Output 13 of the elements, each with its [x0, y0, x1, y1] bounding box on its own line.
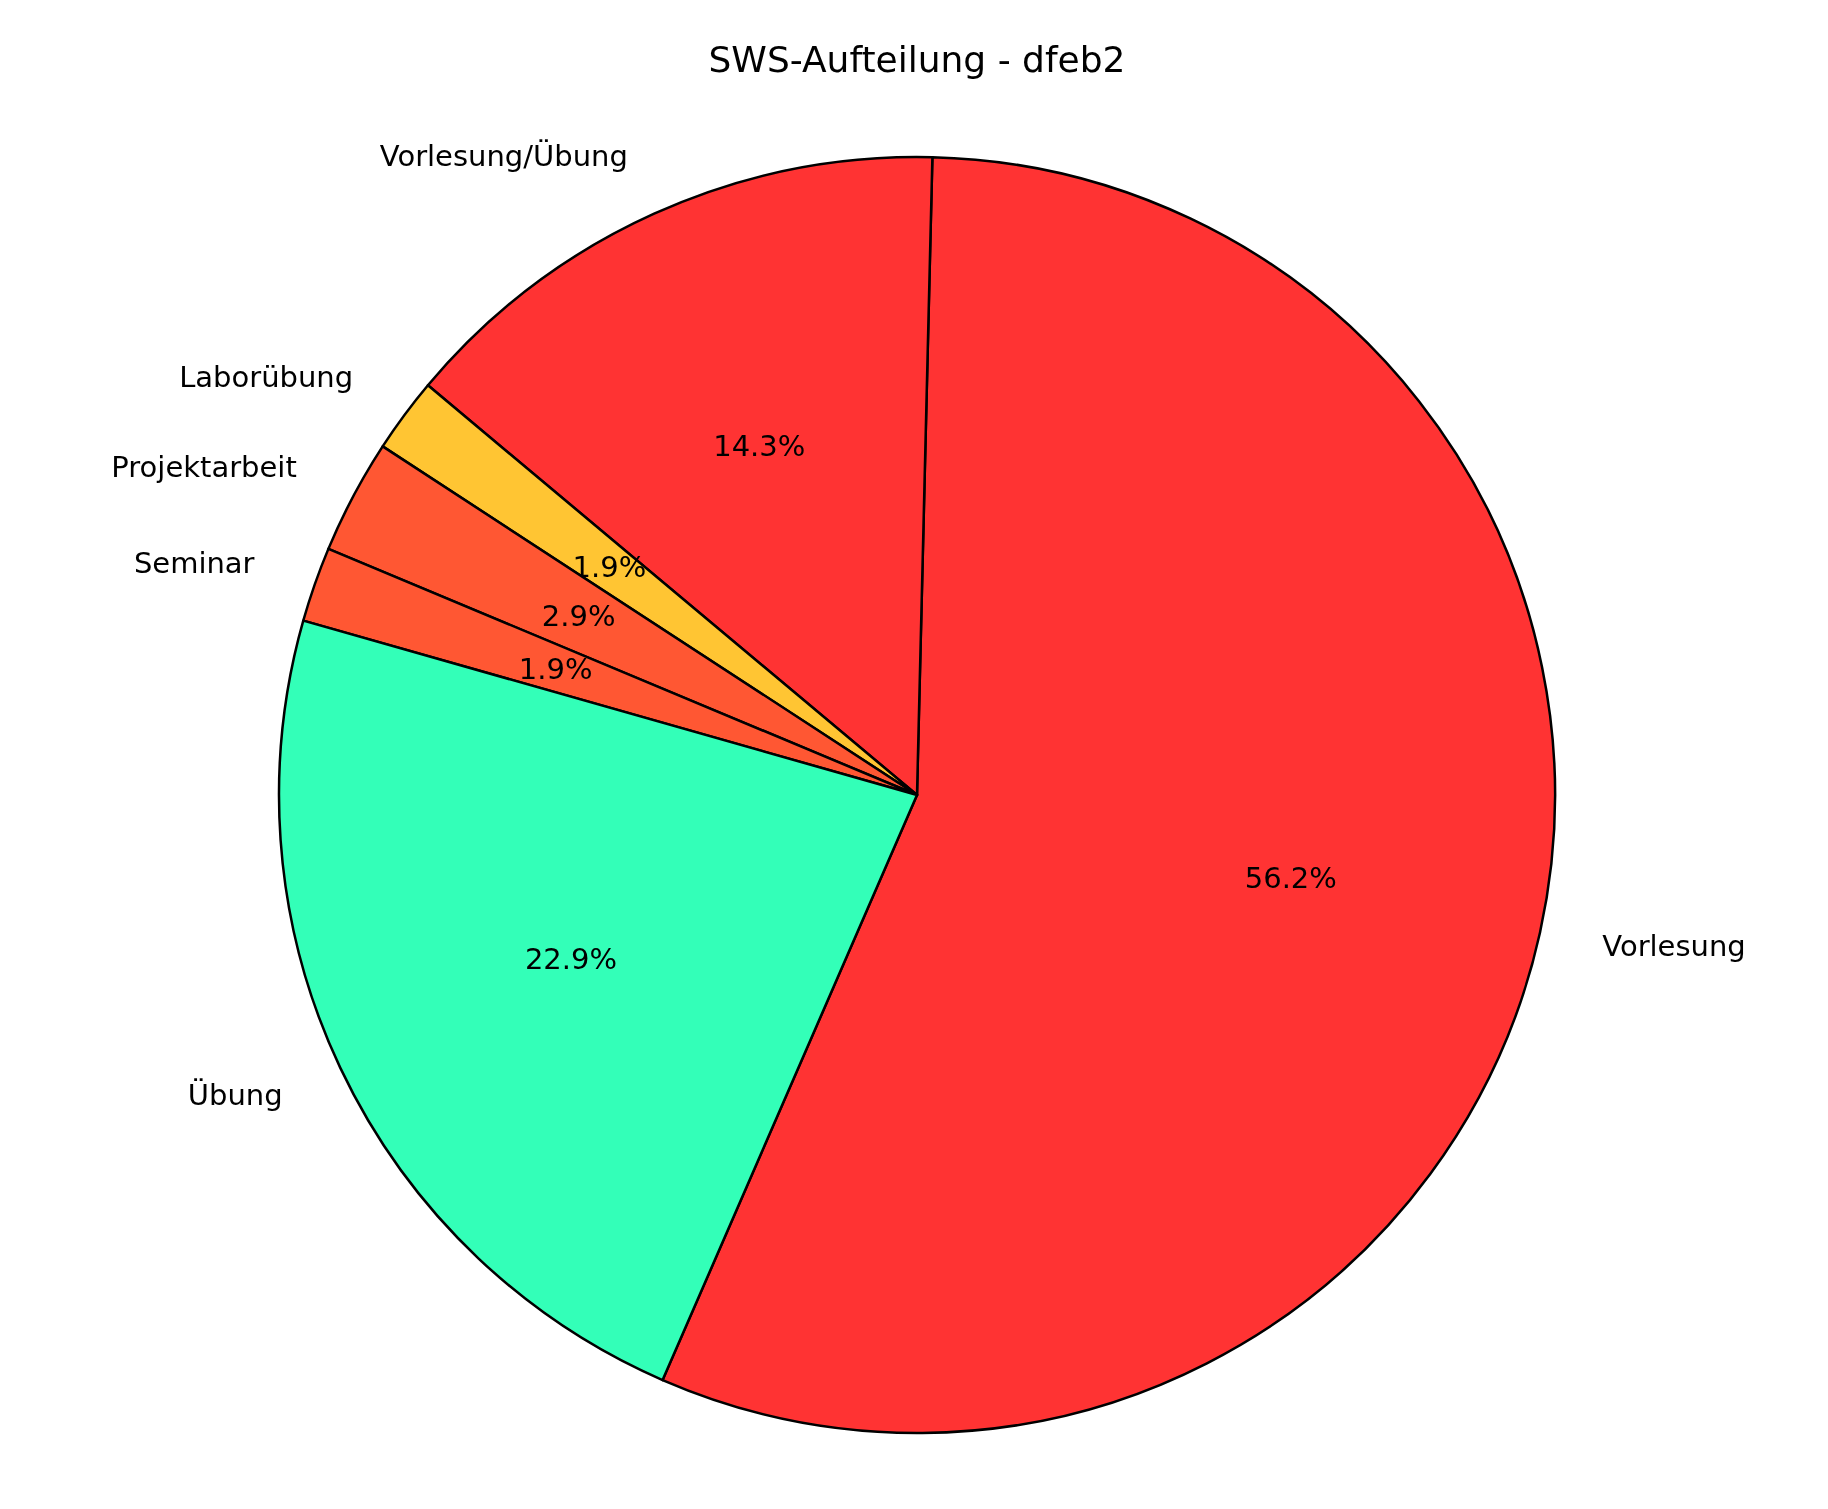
data-label: 56.2%	[1244, 860, 1337, 895]
slice-label: Laborübung	[179, 360, 354, 395]
data-label: 22.9%	[524, 941, 618, 976]
data-label: 1.9%	[518, 651, 593, 686]
slice-label: Projektarbeit	[111, 449, 297, 484]
slice-label: Vorlesung	[1602, 929, 1746, 964]
data-label: 14.3%	[713, 429, 806, 464]
slice-label: Übung	[187, 1078, 283, 1113]
data-label: 2.9%	[541, 598, 616, 633]
slice-label: Vorlesung/Übung	[379, 138, 628, 173]
slice-label: Seminar	[133, 546, 255, 581]
data-label: 1.9%	[572, 550, 647, 585]
chart-title: SWS-Aufteilung - dfeb2	[708, 39, 1126, 80]
